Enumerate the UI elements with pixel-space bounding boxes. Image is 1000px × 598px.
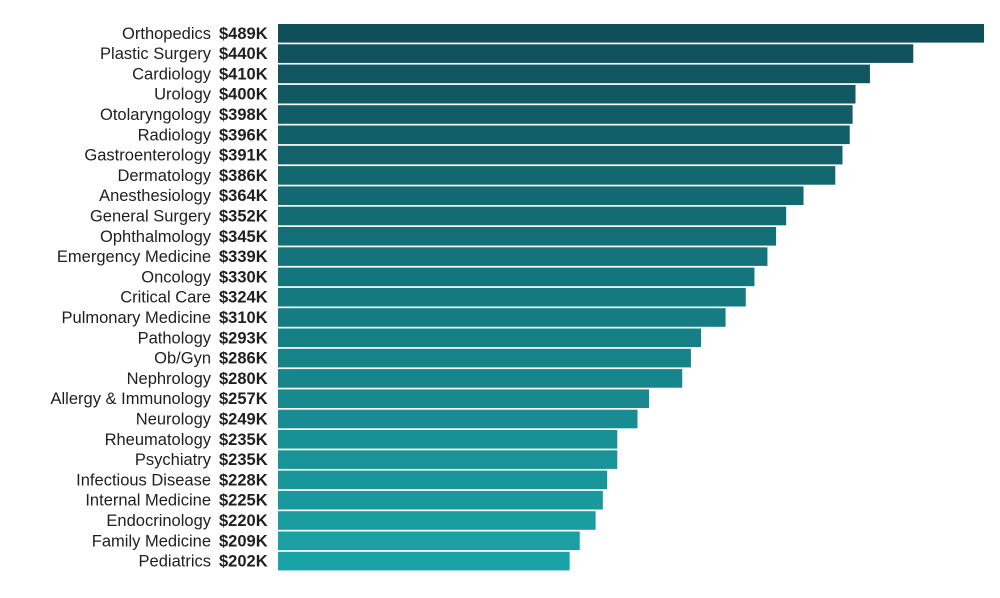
bar-oncology [278,267,755,287]
bar-radiology [278,125,850,145]
value-label-rheumatology: $235K [219,431,268,449]
bar-rheumatology [278,430,618,449]
category-label-family-medicine: Family Medicine [92,532,211,550]
bar-internal-medicine [278,490,603,510]
category-label-radiology: Radiology [138,126,212,144]
value-label-critical-care: $324K [219,289,268,307]
bar-pathology [278,328,702,348]
bar-pulmonary-medicine [278,308,726,327]
category-label-ob-gyn: Ob/Gyn [154,350,211,368]
bar-dermatology [278,166,836,185]
value-label-allergy-immunology: $257K [219,390,268,408]
category-label-otolaryngology: Otolaryngology [100,106,212,124]
value-label-endocrinology: $220K [219,512,268,530]
category-label-general-surgery: General Surgery [90,208,212,226]
category-label-orthopedics: Orthopedics [122,25,211,43]
bar-emergency-medicine [278,247,768,266]
bar-family-medicine [278,531,580,551]
value-label-plastic-surgery: $440K [219,45,268,63]
value-label-pulmonary-medicine: $310K [219,309,268,327]
category-label-dermatology: Dermatology [117,167,211,185]
category-label-nephrology: Nephrology [127,370,212,388]
value-label-family-medicine: $209K [219,532,268,550]
category-label-allergy-immunology: Allergy & Immunology [51,390,212,408]
value-label-gastroenterology: $391K [219,147,268,165]
value-label-pathology: $293K [219,329,268,347]
bar-ob-gyn [278,348,691,368]
bar-psychiatry [278,450,618,469]
value-label-infectious-disease: $228K [219,471,268,489]
bar-anesthesiology [278,186,804,205]
category-label-critical-care: Critical Care [120,289,211,307]
bar-nephrology [278,369,683,388]
bar-endocrinology [278,511,596,530]
value-label-otolaryngology: $398K [219,106,268,124]
bar-pediatrics [278,551,570,571]
category-label-ophthalmology: Ophthalmology [100,228,212,246]
bar-gastroenterology [278,145,843,165]
value-label-psychiatry: $235K [219,451,268,469]
category-label-urology: Urology [154,86,212,104]
bar-orthopedics [278,24,984,43]
category-label-gastroenterology: Gastroenterology [84,147,211,165]
category-label-pulmonary-medicine: Pulmonary Medicine [62,309,211,327]
bar-infectious-disease [278,470,608,490]
value-label-orthopedics: $489K [219,25,268,43]
value-label-ophthalmology: $345K [219,228,268,246]
value-label-emergency-medicine: $339K [219,248,268,266]
value-label-pediatrics: $202K [219,553,268,571]
bar-otolaryngology [278,105,853,124]
category-label-pediatrics: Pediatrics [139,553,211,571]
bar-critical-care [278,287,746,307]
bar-general-surgery [278,206,787,226]
value-label-nephrology: $280K [219,370,268,388]
bar-urology [278,84,856,104]
value-label-radiology: $396K [219,126,268,144]
value-label-oncology: $330K [219,268,268,286]
value-label-ob-gyn: $286K [219,350,268,368]
bar-cardiology [278,64,870,84]
category-label-rheumatology: Rheumatology [105,431,212,449]
bar-ophthalmology [278,227,777,246]
category-label-pathology: Pathology [138,329,212,347]
category-label-emergency-medicine: Emergency Medicine [57,248,211,266]
category-label-plastic-surgery: Plastic Surgery [100,45,212,63]
value-label-dermatology: $386K [219,167,268,185]
value-label-urology: $400K [219,86,268,104]
category-label-infectious-disease: Infectious Disease [76,471,211,489]
category-label-neurology: Neurology [136,411,212,429]
value-label-anesthesiology: $364K [219,187,268,205]
category-label-psychiatry: Psychiatry [135,451,212,469]
category-label-oncology: Oncology [141,268,211,286]
bar-plastic-surgery [278,44,914,63]
category-label-cardiology: Cardiology [132,65,212,83]
value-label-neurology: $249K [219,411,268,429]
bar-allergy-immunology [278,389,650,408]
category-label-anesthesiology: Anesthesiology [99,187,212,205]
category-label-endocrinology: Endocrinology [106,512,211,530]
bar-neurology [278,409,638,429]
category-label-internal-medicine: Internal Medicine [85,492,211,510]
value-label-cardiology: $410K [219,65,268,83]
value-label-internal-medicine: $225K [219,492,268,510]
value-label-general-surgery: $352K [219,208,268,226]
